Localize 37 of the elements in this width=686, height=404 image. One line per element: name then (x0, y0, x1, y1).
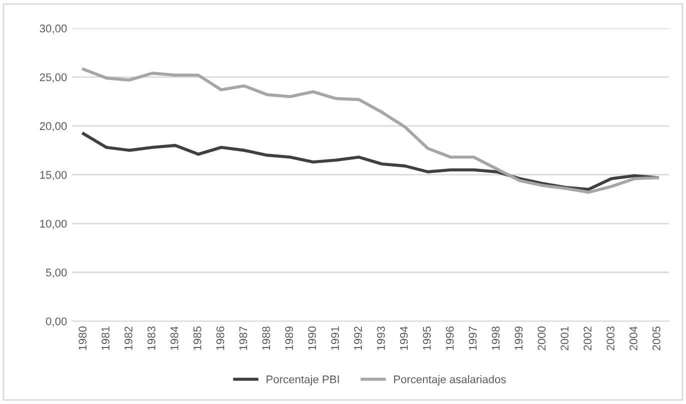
line-series (82, 68, 659, 194)
x-tick-label: 1987 (239, 326, 248, 350)
x-tick-label: 1980 (78, 326, 86, 350)
x-tick-label: 1984 (170, 326, 178, 350)
y-tick-label: 20,00 (40, 122, 67, 132)
x-tick-label: 1983 (147, 326, 156, 350)
legend-label: Porcentaje PBI (266, 375, 339, 386)
x-tick-label: 2002 (584, 326, 592, 350)
x-tick-label: 1991 (331, 326, 339, 350)
x-tick-label: 1981 (102, 326, 110, 350)
x-tick-label: 1999 (514, 326, 523, 350)
x-tick-label: 1992 (354, 326, 362, 350)
x-tick-label: 1985 (193, 326, 202, 350)
y-tick-label: 25,00 (40, 73, 67, 83)
x-tick-label: 1998 (492, 326, 500, 350)
x-tick-label: 1986 (216, 326, 224, 350)
y-tick-label: 30,00 (40, 24, 67, 34)
x-tick-label: 1997 (468, 326, 477, 350)
y-tick-label: 10,00 (40, 220, 67, 229)
x-tick-label: 1990 (308, 326, 316, 350)
x-tick-label: 2004 (630, 326, 638, 350)
x-tick-label: 2005 (652, 326, 660, 350)
x-tick-label: 2001 (560, 326, 569, 350)
y-tick-label: 5,00 (46, 268, 67, 278)
x-tick-label: 1982 (124, 326, 132, 350)
x-tick-label: 1994 (400, 326, 408, 350)
x-tick-label: 1989 (285, 326, 294, 350)
x-tick-label: 1988 (262, 326, 270, 350)
y-tick-label: 0,00 (46, 317, 67, 327)
x-tick-label: 2000 (538, 326, 546, 350)
x-tick-label: 1993 (377, 326, 385, 350)
y-tick-label: 15,00 (40, 170, 67, 180)
x-tick-label: 1996 (446, 326, 454, 350)
x-tick-label: 2003 (606, 326, 614, 350)
line-series (82, 132, 659, 191)
x-tick-label: 1995 (422, 326, 431, 350)
legend-label: Porcentaje asalariados (394, 375, 506, 386)
